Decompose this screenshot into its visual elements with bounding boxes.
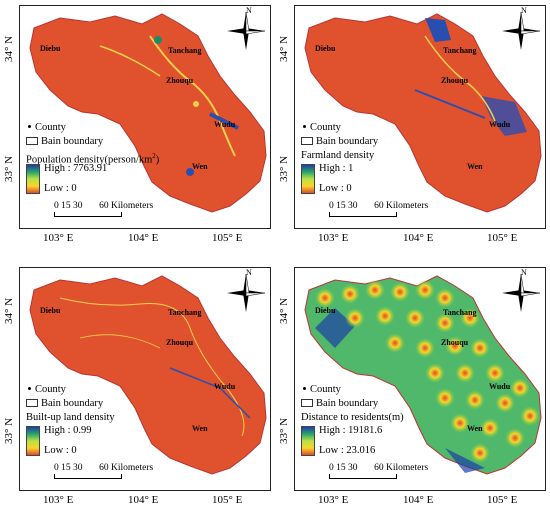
north-label: N: [246, 268, 252, 277]
county-dot-icon: [28, 387, 31, 391]
city-label-wudu: Wudu: [489, 120, 511, 129]
lat-tick-34: 34° N: [3, 297, 15, 324]
city-label-tanchang: Tanchang: [168, 46, 202, 55]
lon-tick-103: 103° E: [318, 494, 349, 506]
color-ramp: [26, 164, 40, 194]
legend-low: Low : 0: [44, 445, 77, 456]
city-label-wudu: Wudu: [214, 382, 236, 391]
city-label-diebu: Diebu: [315, 44, 336, 53]
scale-bar: 0 15 30 60 Kilometers: [54, 463, 153, 479]
legend-county: County: [26, 122, 66, 134]
city-label-wen: Wen: [467, 424, 483, 433]
color-ramp: [301, 164, 315, 194]
lon-tick-105: 105° E: [212, 494, 243, 506]
lon-tick-103: 103° E: [318, 232, 349, 244]
city-label-diebu: Diebu: [40, 44, 61, 53]
lon-tick-104: 104° E: [128, 232, 159, 244]
legend-low: Low : 0: [319, 183, 352, 194]
city-label-tanchang: Tanchang: [443, 308, 477, 317]
city-label-diebu: Diebu: [40, 306, 61, 315]
county-dot-icon: [28, 125, 31, 129]
lon-tick-104: 104° E: [403, 232, 434, 244]
legend-boundary: Bain boundary: [26, 136, 103, 148]
legend-high: High : 7763.91: [44, 163, 108, 174]
north-arrow-icon: [500, 272, 542, 314]
city-label-wen: Wen: [192, 162, 208, 171]
color-ramp: [301, 426, 315, 456]
map-panel-farmland: Diebu Tanchang Zhouqu Wudu Wen N County …: [275, 0, 550, 255]
city-label-wen: Wen: [467, 162, 483, 171]
city-label-zhouqu: Zhouqu: [166, 76, 194, 85]
legend-boundary: Bain boundary: [301, 136, 378, 148]
boundary-box-icon: [26, 398, 38, 407]
lat-tick-34: 34° N: [278, 35, 290, 62]
legend-boundary: Bain boundary: [301, 398, 378, 410]
city-label-wen: Wen: [192, 424, 208, 433]
city-label-wudu: Wudu: [489, 382, 511, 391]
lat-tick-34: 34° N: [278, 297, 290, 324]
north-arrow-icon: [500, 10, 542, 52]
basin-map: [304, 275, 542, 475]
lon-tick-104: 104° E: [128, 494, 159, 506]
lon-tick-105: 105° E: [487, 494, 518, 506]
city-label-tanchang: Tanchang: [168, 308, 202, 317]
lat-tick-33: 33° N: [3, 155, 15, 182]
basin-map: [29, 275, 267, 475]
scale-bar: 0 15 30 60 Kilometers: [329, 463, 428, 479]
lon-tick-105: 105° E: [487, 232, 518, 244]
scale-bar: 0 15 30 60 Kilometers: [54, 201, 153, 217]
city-label-zhouqu: Zhouqu: [441, 338, 469, 347]
legend-title: Distance to residents(m): [301, 412, 404, 423]
legend-high: High : 19181.6: [319, 425, 383, 436]
city-label-diebu: Diebu: [315, 306, 336, 315]
basin-map: [304, 13, 542, 213]
basin-map: [29, 13, 267, 213]
north-label: N: [246, 6, 252, 15]
scale-bar: 0 15 30 60 Kilometers: [329, 201, 428, 217]
map-panel-builtup: Diebu Tanchang Zhouqu Wudu Wen N County …: [0, 262, 275, 517]
legend-county: County: [26, 384, 66, 396]
color-ramp: [26, 426, 40, 456]
legend-boundary: Bain boundary: [26, 398, 103, 410]
legend-title: Built-up land density: [26, 412, 115, 423]
city-label-wudu: Wudu: [214, 120, 236, 129]
map-frame: Diebu Tanchang Zhouqu Wudu Wen N County …: [19, 5, 271, 229]
legend-high: High : 1: [319, 163, 354, 174]
legend-title: Farmland density: [301, 150, 375, 161]
map-frame: Diebu Tanchang Zhouqu Wudu Wen N County …: [19, 267, 271, 491]
north-arrow-icon: [225, 10, 267, 52]
legend-low: Low : 0: [44, 183, 77, 194]
city-label-tanchang: Tanchang: [443, 46, 477, 55]
north-arrow-icon: [225, 272, 267, 314]
city-label-zhouqu: Zhouqu: [166, 338, 194, 347]
lat-tick-33: 33° N: [278, 155, 290, 182]
map-panel-population: Diebu Tanchang Zhouqu Wudu Wen N County …: [0, 0, 275, 255]
map-frame: Diebu Tanchang Zhouqu Wudu Wen N County …: [294, 267, 546, 491]
legend-county: County: [301, 384, 341, 396]
legend-county: County: [301, 122, 341, 134]
city-label-zhouqu: Zhouqu: [441, 76, 469, 85]
map-panel-distance: Diebu Tanchang Zhouqu Wudu Wen N County …: [275, 262, 550, 517]
lon-tick-105: 105° E: [212, 232, 243, 244]
boundary-box-icon: [301, 398, 313, 407]
boundary-box-icon: [26, 136, 38, 145]
lon-tick-103: 103° E: [43, 232, 74, 244]
lat-tick-33: 33° N: [3, 417, 15, 444]
boundary-box-icon: [301, 136, 313, 145]
legend-title: Population density(person/km2): [26, 152, 160, 166]
lat-tick-33: 33° N: [278, 417, 290, 444]
county-dot-icon: [303, 387, 306, 391]
county-dot-icon: [303, 125, 306, 129]
lon-tick-104: 104° E: [403, 494, 434, 506]
lat-tick-34: 34° N: [3, 35, 15, 62]
north-label: N: [521, 268, 527, 277]
map-frame: Diebu Tanchang Zhouqu Wudu Wen N County …: [294, 5, 546, 229]
north-label: N: [521, 6, 527, 15]
legend-low: Low : 23.016: [319, 445, 376, 456]
legend-high: High : 0.99: [44, 425, 92, 436]
lon-tick-103: 103° E: [43, 494, 74, 506]
